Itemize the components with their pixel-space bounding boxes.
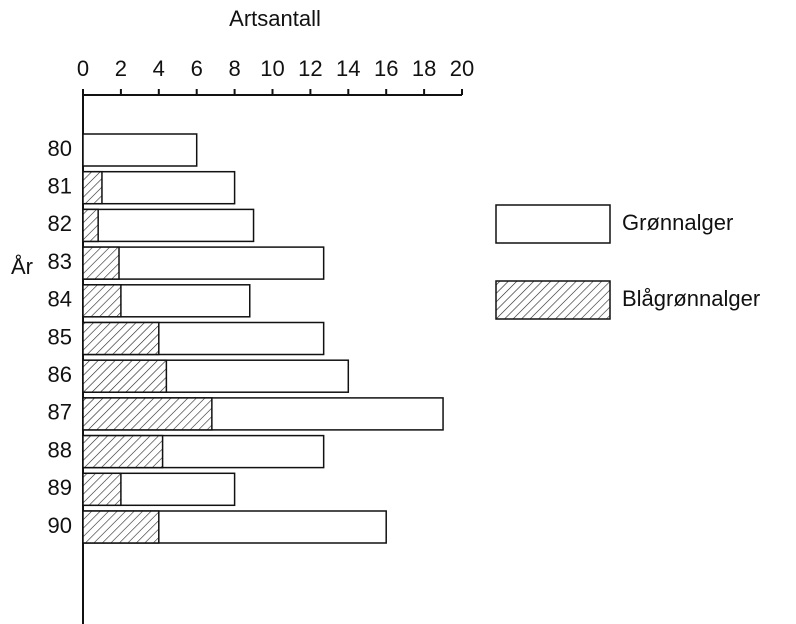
x-tick-label: 0 bbox=[77, 56, 89, 81]
x-axis-title: Artsantall bbox=[229, 6, 321, 31]
legend-label: Blågrønnalger bbox=[622, 286, 760, 311]
bar bbox=[82, 246, 120, 280]
bar bbox=[82, 472, 122, 507]
bar bbox=[82, 208, 99, 243]
y-tick-label: 89 bbox=[48, 475, 72, 500]
bar bbox=[82, 359, 168, 393]
x-tick-label: 8 bbox=[228, 56, 240, 81]
x-tick-label: 16 bbox=[374, 56, 398, 81]
y-tick-label: 90 bbox=[48, 513, 72, 538]
x-tick-label: 18 bbox=[412, 56, 436, 81]
bar bbox=[82, 397, 213, 431]
y-tick-label: 87 bbox=[48, 400, 72, 425]
legend-swatch bbox=[495, 204, 611, 244]
bar bbox=[82, 321, 160, 356]
x-tick-label: 4 bbox=[153, 56, 165, 81]
x-tick-label: 6 bbox=[191, 56, 203, 81]
x-tick-label: 20 bbox=[450, 56, 474, 81]
y-tick-label: 81 bbox=[48, 174, 72, 199]
bar bbox=[82, 170, 236, 205]
legend-swatch bbox=[495, 280, 611, 320]
y-axis-title: År bbox=[11, 254, 33, 279]
bar bbox=[82, 510, 160, 544]
x-tick-label: 14 bbox=[336, 56, 360, 81]
bar bbox=[82, 133, 198, 167]
x-tick-label: 10 bbox=[260, 56, 284, 81]
y-tick-label: 85 bbox=[48, 324, 72, 349]
bar bbox=[82, 170, 103, 205]
y-tick-label: 86 bbox=[48, 362, 72, 387]
x-tick-label: 2 bbox=[115, 56, 127, 81]
y-tick-label: 82 bbox=[48, 211, 72, 236]
bar bbox=[82, 246, 325, 280]
bar bbox=[82, 208, 255, 243]
y-tick-label: 80 bbox=[48, 136, 72, 161]
y-tick-label: 84 bbox=[48, 287, 72, 312]
bar bbox=[82, 284, 122, 318]
legend-label: Grønnalger bbox=[622, 210, 733, 235]
y-tick-label: 88 bbox=[48, 437, 72, 462]
bar bbox=[82, 434, 164, 469]
y-tick-label: 83 bbox=[48, 249, 72, 274]
x-tick-label: 12 bbox=[298, 56, 322, 81]
